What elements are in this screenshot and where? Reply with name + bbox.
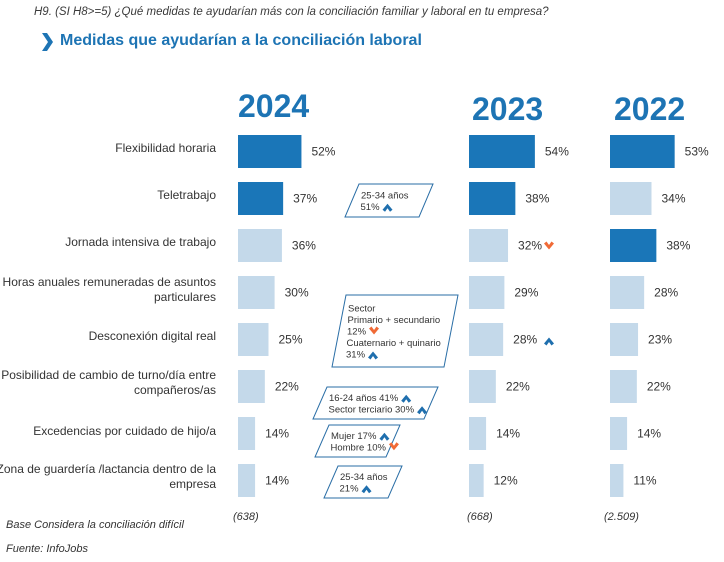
year-heading-2023: 2023 — [472, 91, 544, 127]
annotation-text: 25-34 años — [361, 190, 409, 201]
category-label: Excedencias por cuidado de hijo/a — [33, 424, 216, 438]
value-label-2023: 22% — [506, 380, 530, 394]
value-label-2024: 22% — [275, 380, 299, 394]
bar-2024 — [238, 229, 282, 262]
bar-2022 — [610, 182, 652, 215]
annotation-text: Sector — [348, 304, 375, 315]
value-label-2022: 22% — [647, 380, 671, 394]
bar-2024 — [238, 276, 275, 309]
bar-2023 — [469, 276, 505, 309]
value-label-2023: 14% — [496, 427, 520, 441]
year-heading-2024: 2024 — [238, 88, 310, 124]
annotation-text: Sector terciario 30% — [329, 404, 415, 415]
bar-2024 — [238, 464, 256, 497]
value-label-2024: 25% — [279, 333, 303, 347]
arrow-down-icon — [544, 241, 554, 250]
value-label-2023: 54% — [545, 145, 569, 159]
bar-2024 — [238, 182, 284, 215]
annotation-box — [314, 424, 401, 458]
arrow-up-icon — [368, 351, 379, 360]
bar-2022 — [610, 276, 645, 309]
annotation-box — [344, 183, 434, 218]
value-label-2024: 37% — [293, 192, 317, 206]
annotation-text: 21% — [340, 483, 360, 494]
annotation-text: 16-24 años 41% — [329, 393, 399, 404]
arrow-up-icon — [544, 337, 554, 346]
value-label-2023: 12% — [494, 474, 518, 488]
arrow-up-icon — [401, 394, 412, 403]
value-label-2023: 38% — [525, 192, 549, 206]
bar-2024 — [238, 370, 265, 403]
annotation-box — [312, 386, 439, 420]
value-label-2023: 28% — [513, 333, 537, 347]
category-label: Flexibilidad horaria — [115, 141, 216, 155]
arrow-up-icon — [361, 485, 372, 494]
category-label: Horas anuales remuneradas de asuntos par… — [2, 275, 216, 304]
bar-2023 — [469, 323, 504, 356]
value-label-2024: 52% — [311, 145, 335, 159]
annotation-text: 12% — [347, 327, 367, 338]
bar-2023 — [469, 135, 535, 168]
annotation-box — [323, 465, 403, 499]
category-label: Posibilidad de cambio de turno/día entre… — [1, 368, 216, 397]
bar-2022 — [610, 370, 637, 403]
arrow-up-icon — [417, 406, 428, 415]
chevron-right-icon — [42, 33, 53, 51]
arrow-up-icon — [379, 432, 390, 441]
base-n-2024: (638) — [233, 511, 259, 523]
value-label-2024: 30% — [285, 286, 309, 300]
value-label-2023: 32% — [518, 239, 542, 253]
category-label: Zona de guardería /lactancia dentro de l… — [0, 462, 216, 491]
bar-2022 — [610, 417, 628, 450]
bar-2023 — [469, 464, 484, 497]
base-n-2022: (2.509) — [604, 511, 639, 523]
bar-2024 — [238, 323, 269, 356]
bar-2023 — [469, 182, 516, 215]
question-text: H9. (SI H8>=5) ¿Qué medidas te ayudarían… — [34, 6, 549, 18]
value-label-2022: 28% — [654, 286, 678, 300]
category-label: Jornada intensiva de trabajo — [65, 235, 216, 249]
annotation-text: 31% — [346, 350, 366, 361]
footer-source: Fuente: InfoJobs — [6, 543, 88, 555]
annotation-text: Mujer 17% — [331, 431, 377, 442]
footer-base: Base Considera la conciliación difícil — [6, 519, 184, 531]
value-label-2024: 14% — [265, 474, 289, 488]
bar-2023 — [469, 417, 487, 450]
annotation-text: Cuaternario + quinario — [347, 338, 441, 349]
annotation-text: 25-34 años — [340, 472, 388, 483]
value-label-2022: 11% — [633, 474, 656, 488]
value-label-2022: 38% — [666, 239, 690, 253]
annotation-text: 51% — [361, 202, 381, 213]
bar-2024 — [238, 135, 302, 168]
value-label-2022: 53% — [685, 145, 709, 159]
annotation-text: Hombre 10% — [331, 442, 387, 453]
year-heading-2022: 2022 — [614, 91, 686, 127]
bar-2022 — [610, 464, 624, 497]
arrow-up-icon — [382, 203, 393, 212]
bar-2022 — [610, 229, 657, 262]
bar-2024 — [238, 417, 256, 450]
value-label-2022: 14% — [637, 427, 661, 441]
category-label: Teletrabajo — [157, 188, 216, 202]
bar-2022 — [610, 323, 639, 356]
bar-2023 — [469, 229, 509, 262]
value-label-2024: 14% — [265, 427, 289, 441]
value-label-2022: 23% — [648, 333, 672, 347]
chart-subtitle: Medidas que ayudarían a la conciliación … — [60, 32, 422, 49]
base-n-2023: (668) — [467, 511, 493, 523]
value-label-2023: 29% — [514, 286, 538, 300]
bar-2023 — [469, 370, 496, 403]
value-label-2024: 36% — [292, 239, 316, 253]
annotation-box — [331, 294, 459, 368]
arrow-down-icon — [369, 326, 380, 335]
value-label-2022: 34% — [661, 192, 685, 206]
category-label: Desconexión digital real — [88, 329, 216, 343]
bar-2022 — [610, 135, 675, 168]
annotation-text: Primario + secundario — [348, 315, 441, 326]
arrow-down-icon — [388, 442, 399, 451]
